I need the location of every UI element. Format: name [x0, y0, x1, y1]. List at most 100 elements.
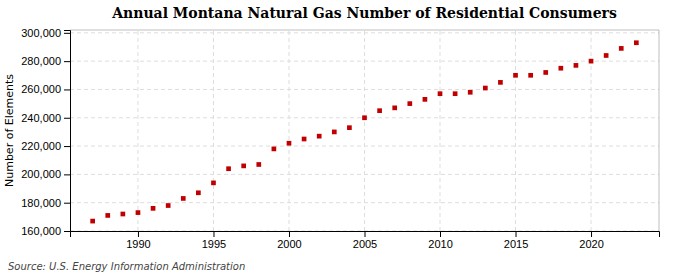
- y-axis-tick-label: 220,000: [21, 140, 61, 152]
- point: [256, 162, 261, 167]
- y-axis-tick: 300,000: [21, 27, 70, 39]
- grid-line-y: [70, 174, 659, 175]
- y-axis-tick-label: 280,000: [21, 55, 61, 67]
- title: Annual Montana Natural Gas Number of Res…: [111, 5, 617, 21]
- point: [332, 130, 337, 135]
- grid-line-y: [70, 61, 659, 62]
- y-axis: 160,000 180,000 200,000 220,000 240,000 260,0…: [21, 27, 70, 237]
- x-axis-tick-mark: [289, 231, 290, 237]
- y-axis-domain: [64, 31, 71, 232]
- y-axis-tick: 240,000: [21, 112, 70, 124]
- grid: [70, 30, 659, 231]
- point: [302, 137, 307, 142]
- x-axis-tick-label: 2015: [504, 238, 528, 250]
- point: [226, 166, 231, 171]
- point: [513, 73, 518, 78]
- grid-line-y: [70, 202, 659, 203]
- points: [90, 40, 638, 223]
- x-axis-tick: 2020: [579, 231, 603, 250]
- annotation: Source: U.S. Energy Information Administ…: [8, 261, 245, 272]
- y-axis-tick: 200,000: [21, 168, 70, 180]
- y-axis-tick-label: 180,000: [21, 197, 61, 209]
- x-axis-tick-label: 2020: [579, 238, 603, 250]
- y-axis-tick: 260,000: [21, 83, 70, 95]
- point: [90, 219, 95, 224]
- x-axis-tick-mark: [138, 231, 139, 237]
- point: [362, 115, 367, 120]
- point: [377, 108, 382, 113]
- point: [543, 70, 548, 75]
- x-axis-domain: [71, 232, 660, 238]
- plot-frame: [659, 30, 660, 231]
- point: [634, 40, 639, 45]
- grid-line-x: [137, 30, 138, 231]
- chart: 1990 1995 2000 2005 2010 2015 2020 160,000 180,0…: [0, 0, 675, 275]
- y-axis-tick: 180,000: [21, 197, 70, 209]
- grid-line-x: [515, 30, 516, 231]
- point: [151, 206, 156, 211]
- point: [483, 86, 488, 91]
- point: [392, 106, 397, 111]
- point: [287, 141, 292, 146]
- y-axis-tick-mark: [64, 61, 70, 62]
- x-axis-tick: 2000: [277, 231, 301, 250]
- point: [604, 53, 609, 58]
- point: [468, 90, 473, 95]
- point: [407, 101, 412, 106]
- y-axis-tick-label: 240,000: [21, 112, 61, 124]
- y-axis-label: Number of Elements: [3, 74, 16, 187]
- point: [166, 203, 171, 208]
- x-axis-tick-mark: [440, 231, 441, 237]
- x-axis-tick: 2005: [353, 231, 377, 250]
- point: [241, 164, 246, 169]
- y-axis-tick: 280,000: [21, 55, 70, 67]
- plot-frame: [70, 30, 659, 31]
- point: [121, 212, 126, 217]
- point: [558, 66, 563, 71]
- point: [181, 196, 186, 201]
- x-axis-tick-label: 2010: [428, 238, 452, 250]
- point: [423, 97, 428, 102]
- point: [317, 134, 322, 139]
- x-axis-tick-mark: [213, 231, 214, 237]
- x-axis-tick-label: 1990: [126, 238, 150, 250]
- point: [574, 63, 579, 68]
- x-axis-tick-mark: [365, 231, 366, 237]
- point: [498, 80, 503, 85]
- y-axis-tick-label: 260,000: [21, 83, 61, 95]
- point: [619, 46, 624, 51]
- x-axis-tick-label: 2000: [277, 238, 301, 250]
- point: [528, 73, 533, 78]
- y-axis-tick: 160,000: [21, 225, 70, 237]
- y-axis-tick-label: 200,000: [21, 168, 61, 180]
- y-axis-tick-mark: [64, 118, 70, 119]
- point: [347, 125, 352, 130]
- point: [438, 91, 443, 96]
- point: [211, 181, 216, 186]
- point: [196, 190, 201, 195]
- x-axis: 1990 1995 2000 2005 2010 2015 2020: [71, 231, 660, 250]
- point: [272, 147, 277, 152]
- grid-line-x: [288, 30, 289, 231]
- point: [136, 210, 141, 215]
- grid-line-x: [364, 30, 365, 231]
- point: [105, 213, 110, 218]
- grid-line-y: [70, 32, 659, 33]
- y-axis-tick-label: 300,000: [21, 27, 61, 39]
- y-axis-tick-mark: [64, 33, 70, 34]
- grid-line-x: [213, 30, 214, 231]
- y-axis-tick-mark: [64, 174, 70, 175]
- point: [453, 91, 458, 96]
- x-axis-tick: 2010: [428, 231, 452, 250]
- y-axis-tick-mark: [64, 203, 70, 204]
- x-axis-tick-label: 2005: [353, 238, 377, 250]
- x-axis-tick: 1995: [202, 231, 226, 250]
- x-axis-tick-mark: [591, 231, 592, 237]
- grid-line-y: [70, 89, 659, 90]
- point: [589, 59, 594, 64]
- grid-line-y: [70, 146, 659, 147]
- x-axis-tick-label: 1995: [202, 238, 226, 250]
- y-axis-tick: 220,000: [21, 140, 70, 152]
- x-axis-tick: 2015: [504, 231, 528, 250]
- y-axis-tick-label: 160,000: [21, 225, 61, 237]
